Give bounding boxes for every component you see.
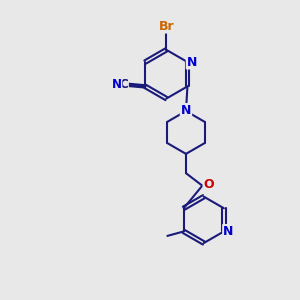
Text: Br: Br — [158, 20, 174, 33]
Text: N: N — [223, 225, 233, 238]
Text: N: N — [111, 78, 122, 92]
Text: O: O — [203, 178, 214, 191]
Text: N: N — [181, 104, 191, 117]
Text: N: N — [187, 56, 197, 68]
Text: C: C — [119, 78, 128, 92]
